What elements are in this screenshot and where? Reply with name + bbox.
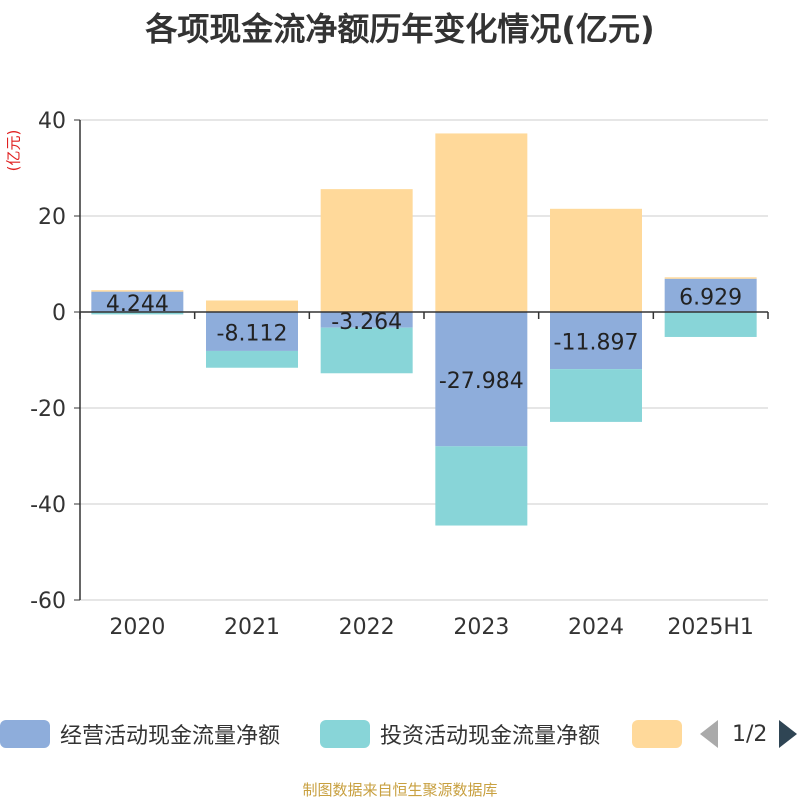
bar-s0-2024 (550, 312, 642, 370)
legend-prev-page-icon[interactable] (700, 720, 718, 748)
x-tick-label-2025H1: 2025H1 (667, 615, 754, 640)
bar-s1-2022 (320, 327, 413, 374)
bar-s2-2022 (320, 189, 413, 312)
data-label-2022: -3.264 (331, 310, 402, 335)
data-label-2023: -27.984 (439, 369, 524, 394)
y-tick-label-2: 0 (52, 301, 66, 326)
legend-swatch-investing (320, 720, 370, 748)
data-source-note: 制图数据来自恒生聚源数据库 (302, 781, 498, 799)
legend-next-page-icon[interactable] (779, 720, 798, 748)
legend-item-operating[interactable]: 经营活动现金流量净额 (0, 716, 280, 752)
legend-page-indicator: 1/2 (732, 721, 768, 747)
bar-s0-2023 (435, 312, 528, 447)
legend-item-third[interactable] (632, 716, 682, 752)
data-label-2024: -11.897 (554, 331, 639, 356)
legend-label-investing: 投资活动现金流量净额 (380, 724, 601, 749)
bar-s2-2020 (91, 290, 184, 292)
x-tick-label-2020: 2020 (109, 615, 165, 640)
y-tick-label-3: -20 (30, 397, 66, 422)
x-tick-label-2022: 2022 (339, 615, 395, 640)
bar-s1-2024 (550, 369, 642, 422)
bar-s1-2021 (206, 350, 298, 368)
legend-label-operating: 经营活动现金流量净额 (60, 724, 281, 749)
x-tick-label-2021: 2021 (224, 615, 280, 640)
bar-s0-2022 (320, 312, 413, 328)
bar-s0-2020 (91, 291, 184, 312)
legend-swatch-operating (0, 720, 50, 748)
x-tick-label-2024: 2024 (568, 615, 624, 640)
bar-s2-2025H1 (664, 277, 757, 279)
data-label-2021: -8.112 (217, 321, 288, 346)
legend-item-investing[interactable]: 投资活动现金流量净额 (320, 716, 600, 752)
y-tick-label-5: -60 (30, 589, 66, 614)
bar-s1-2020 (91, 312, 184, 315)
bar-s2-2021 (206, 300, 298, 312)
x-tick-label-2023: 2023 (453, 615, 509, 640)
legend-swatch-third (632, 720, 682, 748)
y-tick-label-0: 40 (38, 109, 66, 134)
bar-s2-2023 (435, 133, 528, 312)
y-tick-label-1: 20 (38, 205, 66, 230)
chart-title: 各项现金流净额历年变化情况(亿元) (145, 10, 655, 48)
bar-s1-2023 (435, 446, 528, 526)
data-label-2025H1: 6.929 (679, 285, 742, 310)
y-tick-label-4: -40 (30, 493, 66, 518)
legend-pager: 1/2 (700, 716, 800, 752)
data-label-2020: 4.244 (106, 292, 169, 317)
bar-s0-2021 (206, 312, 298, 351)
legend: 经营活动现金流量净额 投资活动现金流量净额 1/2 (0, 716, 800, 756)
bar-s2-2024 (550, 208, 642, 312)
bar-s1-2025H1 (664, 312, 757, 337)
bar-s0-2025H1 (664, 278, 757, 312)
bar-chart-plot: 40 20 0 -20 -40 -60 4.244 -8.112 -3.264 -27.984 -1… (30, 109, 769, 640)
